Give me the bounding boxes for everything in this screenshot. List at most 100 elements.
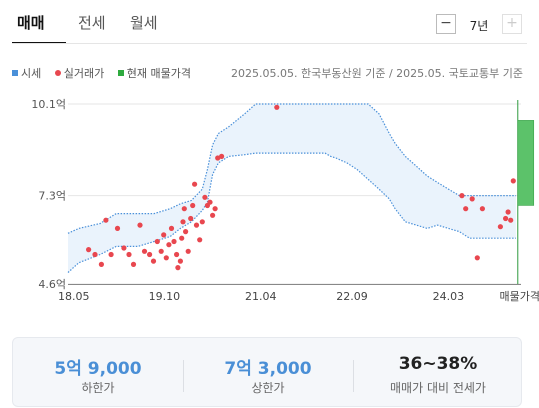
- actual-trade-point: [177, 258, 183, 264]
- actual-trade-point: [497, 224, 503, 230]
- actual-trade-point: [469, 196, 475, 202]
- x-tick-label: 24.03: [433, 290, 465, 303]
- actual-trade-point: [474, 255, 480, 261]
- current-swatch-icon: [117, 70, 124, 76]
- legend-actual-label: 실거래가: [63, 67, 105, 80]
- legend-market-label: 시세: [21, 67, 42, 80]
- summary-divider: [353, 360, 354, 392]
- tab-monthly-rent[interactable]: 월세: [130, 14, 158, 32]
- jeonse-ratio-value: 36~38%: [398, 354, 478, 374]
- tab-sale[interactable]: 매매: [17, 14, 45, 32]
- actual-trade-point: [141, 248, 148, 254]
- summary-divider: [183, 360, 184, 392]
- actual-trade-point: [179, 235, 185, 241]
- actual-trade-point: [202, 194, 208, 200]
- x-tick-label: 18.05: [58, 290, 90, 303]
- y-axis-labels: 10.1억 7.3억 4.6억: [31, 98, 66, 291]
- y-tick-label: 10.1억: [31, 98, 66, 111]
- actual-trade-point: [199, 219, 205, 225]
- actual-trade-point: [212, 206, 218, 212]
- actual-trade-point: [168, 225, 175, 231]
- actual-trade-point: [114, 225, 121, 231]
- lower-price-label: 하한가: [81, 381, 115, 395]
- jeonse-ratio-label: 매매가 대비 전세가: [390, 381, 486, 395]
- actual-trade-point: [207, 199, 213, 205]
- summary-lower: 5억 9,000 하한가: [13, 338, 183, 408]
- current-listing-label: 매물가격: [500, 290, 539, 303]
- market-swatch-icon: [12, 70, 18, 76]
- period-decrease-button[interactable]: −: [436, 14, 456, 34]
- upper-price-value: 7억 3,000: [224, 359, 312, 379]
- y-tick-label: 7.3억: [38, 190, 66, 203]
- market-band: [67, 103, 516, 273]
- actual-trade-point: [183, 229, 189, 235]
- actual-trade-point: [219, 153, 225, 159]
- deal-type-tabs: 매매 전세 월세 − 7년 +: [0, 0, 539, 44]
- actual-trade-point: [479, 206, 485, 212]
- x-tick-label: 21.04: [245, 290, 277, 303]
- chart-legend: 시세 실거래가 현재 매물가격: [12, 65, 201, 81]
- actual-trade-point: [274, 104, 280, 110]
- legend-market: 시세: [12, 65, 41, 81]
- actual-trade-point: [181, 206, 187, 212]
- x-tick-label: 19.10: [149, 290, 181, 303]
- actual-trade-point: [103, 217, 109, 223]
- actual-trade-point: [188, 215, 194, 222]
- actual-trade-point: [174, 251, 180, 258]
- actual-trade-point: [510, 178, 516, 184]
- legend-current-label: 현재 매물가격: [126, 67, 191, 80]
- actual-trade-point: [121, 245, 127, 251]
- actual-trade-point: [161, 232, 167, 238]
- actual-trade-point: [197, 237, 203, 243]
- actual-trade-point: [190, 202, 196, 209]
- actual-trade-dots: [86, 104, 516, 271]
- legend-current: 현재 매물가격: [117, 65, 191, 81]
- actual-trade-point: [108, 251, 114, 258]
- price-summary-panel: 5억 9,000 하한가 7억 3,000 상한가 36~38% 매매가 대비 …: [12, 337, 522, 407]
- actual-trade-point: [192, 181, 198, 187]
- actual-trade-point: [166, 242, 172, 248]
- period-value: 7년: [469, 19, 489, 33]
- actual-dot-icon: [54, 70, 61, 76]
- actual-trade-point: [147, 251, 153, 258]
- actual-trade-point: [463, 206, 469, 212]
- actual-trade-point: [185, 248, 191, 254]
- actual-trade-point: [130, 261, 137, 267]
- actual-trade-point: [92, 251, 98, 258]
- actual-trade-point: [459, 193, 465, 199]
- actual-trade-point: [171, 238, 177, 245]
- market-lower-line: [67, 152, 516, 273]
- actual-trade-point: [86, 247, 92, 253]
- period-increase-button[interactable]: +: [502, 14, 522, 34]
- data-source-note: 2025.05.05. 한국부동산원 기준 / 2025.05. 국토교통부 기…: [231, 67, 523, 80]
- current-listing-range: [517, 120, 535, 206]
- actual-trade-point: [503, 215, 509, 222]
- tab-jeonse[interactable]: 전세: [78, 14, 106, 32]
- actual-trade-point: [508, 217, 514, 223]
- x-axis-labels: 18.05 19.10 21.04 22.09 24.03 매물가격: [58, 290, 539, 303]
- actual-trade-point: [163, 255, 169, 261]
- actual-trade-point: [150, 258, 157, 264]
- summary-upper: 7억 3,000 상한가: [183, 338, 353, 408]
- actual-trade-point: [180, 219, 186, 225]
- lower-price-value: 5억 9,000: [54, 359, 142, 379]
- actual-trade-point: [215, 155, 221, 161]
- actual-trade-point: [154, 238, 160, 245]
- y-tick-label: 4.6억: [38, 278, 66, 291]
- x-tick-label: 22.09: [336, 290, 368, 303]
- market-band-fill: [68, 104, 516, 273]
- actual-trade-point: [158, 248, 164, 254]
- actual-trade-point: [98, 261, 104, 267]
- tabs-divider: [12, 43, 527, 44]
- legend-actual: 실거래가: [54, 65, 105, 81]
- summary-ratio: 36~38% 매매가 대비 전세가: [353, 338, 523, 408]
- actual-trade-point: [505, 209, 511, 215]
- actual-trade-point: [175, 265, 181, 271]
- price-chart: 10.1억 7.3억 4.6억 18.05 19.10 21.04 22.09 24.03 매…: [31, 98, 539, 303]
- actual-trade-point: [193, 222, 200, 228]
- actual-trade-point: [210, 212, 216, 218]
- actual-trade-point: [137, 222, 143, 228]
- actual-trade-point: [126, 251, 132, 258]
- upper-price-label: 상한가: [251, 381, 285, 395]
- current-listing: [517, 100, 535, 284]
